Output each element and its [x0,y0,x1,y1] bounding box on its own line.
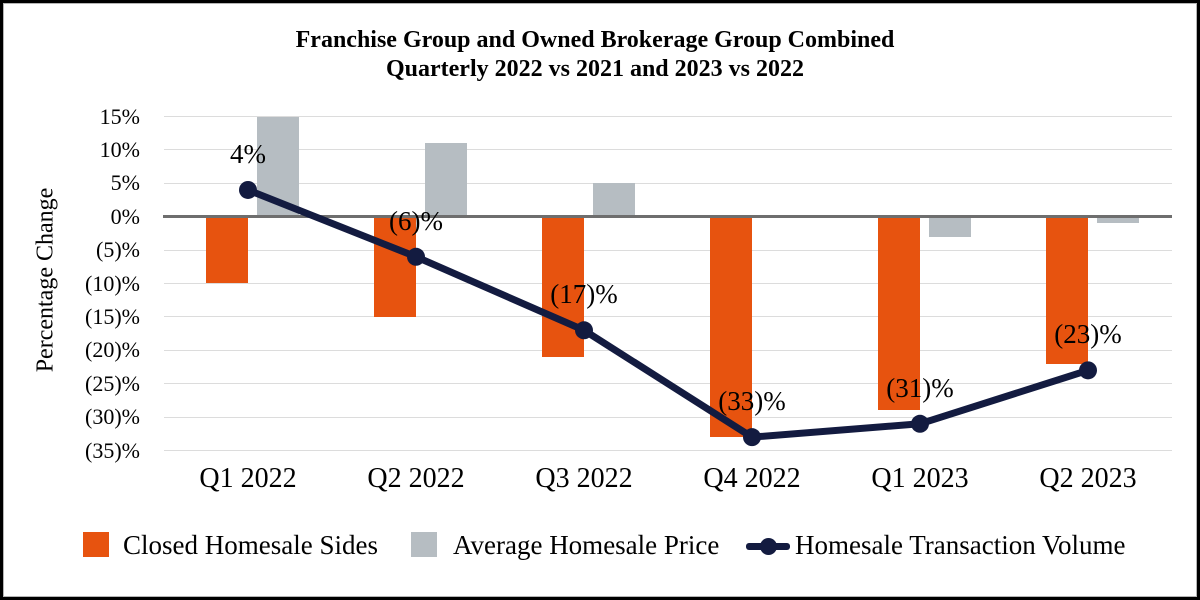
gridline [164,416,1172,418]
y-tick-label: (15)% [85,303,140,329]
legend-label-closed-homesale-sides: Closed Homesale Sides [123,530,378,560]
line-data-point-marker [743,428,761,447]
line-data-label: (31)% [886,372,954,403]
bar-closed-homesale-sides [710,216,752,438]
line-data-label: (6)% [389,205,443,236]
bar-closed-homesale-sides [878,216,920,411]
bar-average-homesale-price [593,183,635,217]
average-homesale-price-swatch-icon [411,532,437,557]
bar-closed-homesale-sides [206,216,248,284]
gridline [164,149,1172,151]
y-tick-label: 5% [110,170,140,196]
bar-closed-homesale-sides [1046,216,1088,364]
homesale-transaction-volume-line [244,186,1092,441]
line-data-point-marker [239,180,257,199]
gridline [164,249,1172,251]
y-tick-label: 15% [99,103,140,129]
closed-homesale-sides-swatch-icon [83,532,109,557]
gridline [164,182,1172,184]
line-marker-icon [760,538,777,555]
line-data-point-marker [575,321,593,340]
line-data-point-marker [911,414,929,433]
chart-title: Franchise Group and Owned Brokerage Grou… [0,26,1190,84]
x-axis-label: Q1 2022 [199,463,297,494]
y-tick-label: (35)% [85,437,140,463]
chart-title-line1: Franchise Group and Owned Brokerage Grou… [295,27,895,53]
x-axis-label: Q1 2023 [871,463,969,494]
x-axis-label: Q3 2022 [535,463,633,494]
y-tick-label: 0% [110,203,140,229]
chart-title-line2: Quarterly 2022 vs 2021 and 2023 vs 2022 [385,56,804,82]
y-tick-label: (10)% [85,270,140,296]
x-axis-label: Q2 2022 [367,463,465,494]
gridline [164,283,1172,284]
line-data-point-marker [1079,361,1097,380]
y-tick-label: 10% [99,136,140,162]
bar-average-homesale-price [425,143,467,217]
legend-label-homesale-transaction-volume: Homesale Transaction Volume [795,530,1126,560]
x-axis-label: Q4 2022 [703,463,801,494]
zero-axis-line [163,215,1172,218]
bar-average-homesale-price [1097,216,1139,224]
line-data-point-marker [407,247,425,266]
line-data-label: (17)% [550,279,618,310]
y-tick-label: (5)% [96,237,140,263]
line-data-label: (23)% [1054,319,1122,350]
line-data-label: 4% [230,138,266,169]
legend-label-average-homesale-price: Average Homesale Price [453,530,720,560]
gridline [164,116,1172,117]
gridline [164,349,1172,351]
y-tick-label: (30)% [85,404,140,430]
x-axis-label: Q2 2023 [1039,463,1137,494]
bar-closed-homesale-sides [374,216,416,317]
line-data-label: (33)% [718,386,786,417]
bar-average-homesale-price [929,216,971,237]
y-tick-label: (25)% [85,370,140,396]
gridline [164,316,1172,318]
gridline [164,450,1172,451]
y-tick-label: (20)% [85,337,140,363]
